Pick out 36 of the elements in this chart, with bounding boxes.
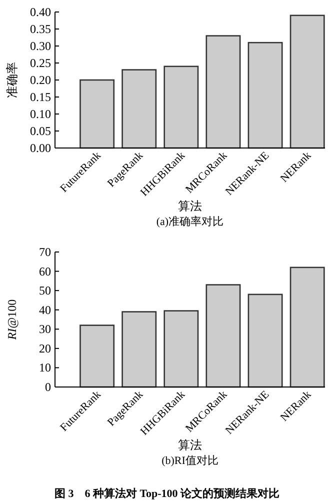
caption: 图 3 6 种算法对 Top-100 论文的预测结果对比 — [54, 487, 280, 500]
bar — [80, 79, 115, 149]
x-axis-title: 算法 — [178, 438, 202, 452]
bar — [164, 66, 199, 149]
y-tick-label: 20 — [39, 341, 51, 356]
y-tick-label: 0.10 — [30, 107, 51, 121]
y-tick-label: 0.05 — [30, 124, 51, 138]
y-tick-label: 0.00 — [30, 141, 51, 155]
bar — [248, 42, 283, 149]
y-tick-label: 0.25 — [30, 56, 51, 70]
bar — [290, 14, 325, 149]
y-tick-label: 0.15 — [30, 90, 51, 104]
y-tick-label: 0.35 — [30, 22, 51, 36]
y-tick-label: 60 — [39, 264, 51, 278]
text: (b)RI值对比 — [162, 454, 218, 467]
y-tick-label: 0.20 — [30, 73, 51, 87]
bar — [206, 35, 241, 149]
bar — [290, 266, 325, 388]
bar — [122, 311, 157, 388]
bar — [206, 284, 241, 388]
y-tick-label: 0.30 — [30, 39, 51, 53]
bar — [122, 69, 157, 149]
y-tick-label: 30 — [39, 322, 51, 336]
y-tick-label: 0 — [45, 380, 51, 394]
bar — [80, 324, 115, 388]
y-tick-label: 40 — [39, 302, 51, 317]
y-axis-title: RI@100 — [5, 299, 19, 341]
y-tick-label: 70 — [39, 245, 51, 259]
bar — [164, 310, 199, 388]
y-tick-label: 10 — [39, 360, 51, 375]
y-axis-title: 准确率 — [5, 62, 19, 98]
bar — [248, 294, 283, 388]
y-tick-label: 50 — [39, 284, 51, 298]
y-tick-label: 0.40 — [30, 5, 51, 19]
x-axis-title: 算法 — [178, 199, 202, 213]
text: (a)准确率对比 — [156, 215, 224, 228]
